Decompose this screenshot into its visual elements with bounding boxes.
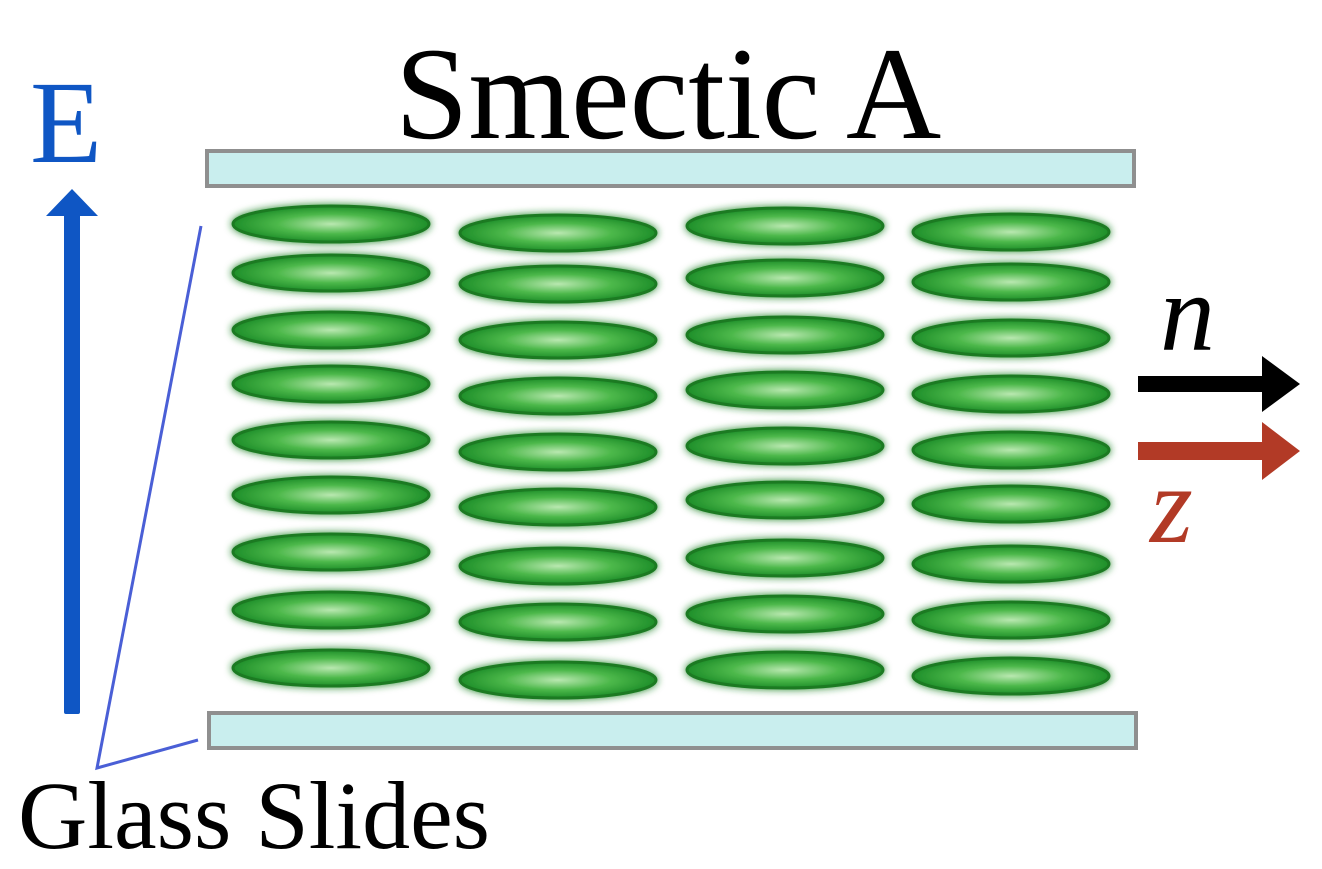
rod-molecule: [458, 213, 658, 253]
rod-molecule: [458, 376, 658, 416]
rod-molecule: [911, 212, 1111, 252]
rod-molecule: [911, 544, 1111, 584]
rod-molecule: [685, 480, 885, 520]
rod-molecule: [458, 660, 658, 700]
layer-normal-arrow: [1138, 422, 1300, 480]
rod-molecule: [911, 484, 1111, 524]
electric-field-label: E: [30, 57, 103, 188]
rod-molecule: [231, 253, 431, 293]
rod-molecule: [458, 264, 658, 304]
rod-molecule: [231, 364, 431, 404]
rod-molecule: [911, 374, 1111, 414]
rod-molecule: [685, 426, 885, 466]
rod-molecule: [911, 318, 1111, 358]
rod-molecule: [685, 650, 885, 690]
rod-molecule: [231, 204, 431, 244]
rod-molecule: [685, 315, 885, 355]
rod-molecule: [458, 546, 658, 586]
layer-normal-label: z: [1150, 444, 1193, 566]
rod-molecule: [458, 320, 658, 360]
electric-field-arrow: [46, 189, 98, 714]
bottom-glass-slide: [207, 711, 1138, 750]
rod-molecule: [458, 602, 658, 642]
glass-slides-label: Glass Slides: [18, 762, 491, 869]
rod-molecule: [231, 532, 431, 572]
molecule-layers: [231, 204, 1111, 700]
rod-molecule: [231, 648, 431, 688]
director-label: n: [1160, 252, 1215, 374]
rod-molecule: [685, 206, 885, 246]
rod-molecule: [231, 590, 431, 630]
rod-molecule: [458, 432, 658, 472]
rod-molecule: [911, 600, 1111, 640]
glass-slides-pointer-lines: [95, 225, 203, 771]
diagram-title: Smectic A: [395, 20, 942, 167]
rod-molecule: [231, 475, 431, 515]
rod-molecule: [911, 262, 1111, 302]
rod-molecule: [685, 370, 885, 410]
rod-molecule: [231, 310, 431, 350]
rod-molecule: [685, 538, 885, 578]
director-arrow: [1138, 356, 1300, 412]
rod-molecule: [458, 487, 658, 527]
rod-molecule: [685, 594, 885, 634]
rod-molecule: [911, 430, 1111, 470]
top-glass-slide: [205, 149, 1136, 188]
rod-molecule: [231, 420, 431, 460]
rod-molecule: [911, 656, 1111, 696]
rod-molecule: [685, 258, 885, 298]
